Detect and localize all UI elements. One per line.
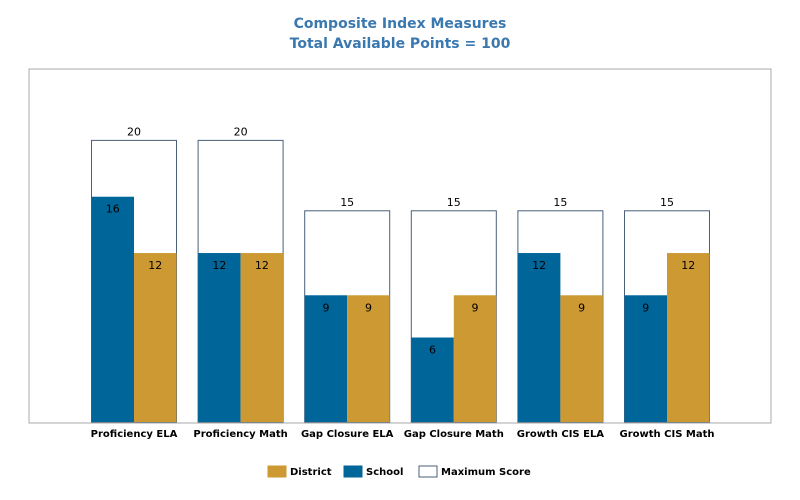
bar-district-gap-closure-ela (347, 295, 390, 422)
label-maximum-proficiency-ela: 20 (127, 125, 141, 138)
label-school-proficiency-ela: 16 (106, 203, 120, 216)
bar-school-gap-closure-math (411, 337, 454, 422)
bar-school-gap-closure-ela (304, 295, 348, 422)
label-maximum-gap-closure-ela: 15 (340, 196, 354, 209)
chart-subtitle: Total Available Points = 100 (289, 36, 511, 52)
plot-area-frame (28, 68, 772, 424)
x-tick-proficiency-ela: Proficiency ELA (91, 429, 178, 440)
legend-swatch-school (343, 465, 363, 478)
label-school-growth-cis-math: 9 (642, 301, 649, 314)
bar-school-proficiency-ela (91, 196, 134, 422)
label-district-gap-closure-math: 9 (472, 301, 479, 314)
label-maximum-gap-closure-math: 15 (447, 196, 461, 209)
label-maximum-growth-cis-math: 15 (660, 196, 674, 209)
bar-district-proficiency-math (240, 253, 284, 422)
legend-swatch-maximum-score (418, 465, 438, 478)
label-maximum-growth-cis-ela: 15 (553, 196, 567, 209)
label-school-gap-closure-math: 6 (429, 344, 436, 357)
label-district-growth-cis-ela: 9 (578, 301, 585, 314)
x-tick-gap-closure-ela: Gap Closure ELA (301, 429, 394, 440)
bar-school-growth-cis-ela (517, 253, 561, 422)
label-district-growth-cis-math: 12 (681, 259, 695, 272)
label-school-growth-cis-ela: 12 (532, 259, 546, 272)
label-district-gap-closure-ela: 9 (365, 301, 372, 314)
bar-school-proficiency-math (198, 253, 241, 422)
x-tick-growth-cis-math: Growth CIS Math (620, 429, 715, 440)
legend-label-school: School (366, 467, 403, 478)
label-district-proficiency-ela: 12 (148, 259, 162, 272)
legend-label-district: District (290, 467, 332, 478)
bar-district-proficiency-ela (134, 253, 177, 422)
bar-district-gap-closure-math (453, 295, 497, 422)
x-tick-gap-closure-math: Gap Closure Math (404, 429, 504, 440)
legend-label-maximum-score: Maximum Score (441, 467, 531, 478)
legend-swatch-district (267, 465, 287, 478)
chart-title: Composite Index Measures (293, 16, 507, 32)
label-school-proficiency-math: 12 (212, 259, 226, 272)
label-district-proficiency-math: 12 (255, 259, 269, 272)
label-maximum-proficiency-math: 20 (234, 125, 248, 138)
bar-school-growth-cis-math (624, 295, 667, 422)
bar-district-growth-cis-math (667, 253, 710, 422)
x-tick-growth-cis-ela: Growth CIS ELA (517, 429, 605, 440)
bar-district-growth-cis-ela (560, 295, 603, 422)
x-tick-proficiency-math: Proficiency Math (193, 429, 287, 440)
label-school-gap-closure-ela: 9 (322, 301, 329, 314)
